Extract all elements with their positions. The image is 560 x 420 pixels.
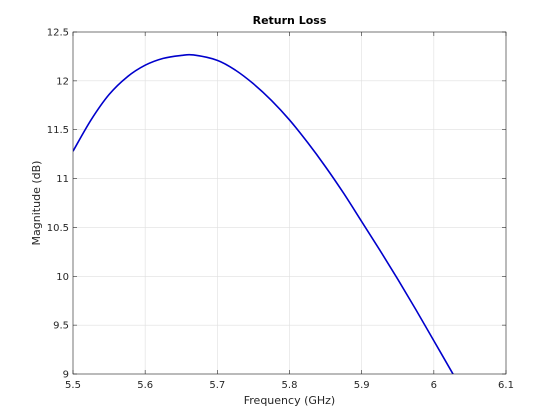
y-tick-labels: 9 9.5 10 10.5 11 11.5 12 12.5 (47, 28, 69, 381)
y-tick-label: 11 (56, 174, 69, 185)
x-tick-labels: 5.5 5.6 5.7 5.8 5.9 6 6.1 (65, 380, 514, 391)
chart-title: Return Loss (253, 14, 327, 27)
y-tick-label: 9.5 (53, 321, 69, 332)
x-tick-label: 5.6 (137, 380, 153, 391)
series-line (73, 53, 454, 374)
y-tick-label: 11.5 (47, 125, 69, 136)
series-layer (73, 53, 454, 374)
y-tick-label: 9 (63, 370, 69, 381)
x-tick-label: 6.1 (498, 380, 514, 391)
x-tick-label: 5.8 (282, 380, 298, 391)
y-tick-label: 12 (56, 76, 69, 87)
x-tick-label: 5.5 (65, 380, 81, 391)
y-tick-label: 10.5 (47, 223, 69, 234)
y-tick-label: 12.5 (47, 28, 69, 39)
tick-marks (72, 31, 507, 375)
x-tick-label: 6 (431, 380, 437, 391)
y-axis-title: Magnitude (dB) (30, 161, 43, 246)
x-tick-label: 5.7 (209, 380, 225, 391)
y-tick-label: 10 (56, 272, 69, 283)
x-tick-label: 5.9 (354, 380, 370, 391)
x-axis-title: Frequency (GHz) (244, 394, 335, 407)
